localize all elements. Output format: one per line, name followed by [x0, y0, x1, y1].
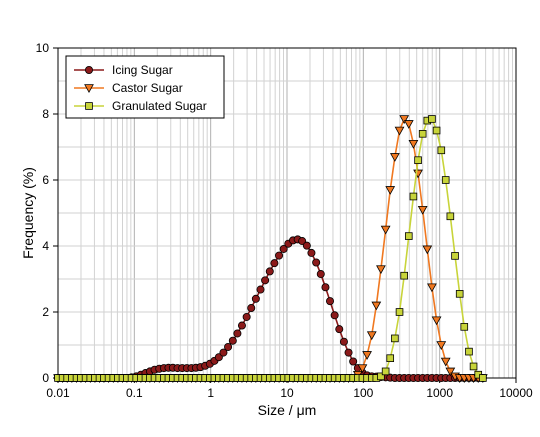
data-point	[381, 367, 390, 376]
data-point	[261, 276, 270, 285]
data-point	[455, 290, 464, 298]
data-point	[242, 312, 251, 321]
data-point	[362, 351, 372, 360]
data-point	[85, 102, 93, 110]
data-point	[422, 245, 433, 255]
data-point	[330, 311, 339, 320]
y-tick-label: 10	[36, 41, 50, 55]
x-tick-label: 1	[207, 386, 214, 400]
data-point	[279, 244, 288, 253]
data-point	[445, 367, 456, 377]
data-point	[349, 357, 358, 366]
data-point	[386, 354, 395, 362]
data-point	[219, 348, 228, 357]
data-point	[237, 321, 246, 330]
x-tick-label: 0.1	[126, 386, 143, 400]
x-axis: 0.01 0.1 1 10 100 1000 10000	[46, 378, 533, 400]
data-point	[344, 348, 353, 357]
data-point	[335, 325, 344, 334]
data-point	[302, 241, 311, 250]
y-tick-label: 4	[42, 239, 49, 253]
legend-entry: Granulated Sugar	[74, 99, 207, 113]
data-point	[256, 285, 265, 294]
data-point	[312, 258, 321, 267]
series-granulated-sugar	[54, 115, 487, 382]
data-point	[479, 374, 487, 382]
y-tick-label: 6	[42, 173, 49, 187]
data-point	[409, 192, 418, 201]
data-point	[390, 153, 400, 162]
data-point	[431, 316, 442, 326]
data-point	[465, 347, 473, 356]
x-axis-title: Size / μm	[258, 402, 317, 418]
x-tick-label: 10	[280, 386, 294, 400]
data-point	[321, 283, 330, 292]
data-point	[427, 283, 437, 293]
data-point	[403, 120, 414, 129]
data-point	[469, 362, 478, 371]
data-point	[251, 294, 260, 303]
legend-label: Icing Sugar	[112, 63, 173, 77]
data-point	[85, 66, 94, 75]
y-axis-title: Frequency (%)	[20, 167, 36, 259]
data-point	[339, 337, 348, 346]
data-point	[357, 364, 368, 374]
data-point	[298, 237, 307, 246]
x-tick-label: 100	[353, 386, 373, 400]
data-point	[391, 334, 399, 343]
x-tick-label: 10000	[499, 386, 533, 400]
data-point	[371, 301, 382, 311]
data-point	[413, 169, 423, 179]
data-point	[440, 357, 451, 367]
data-point	[265, 267, 274, 276]
y-tick-label: 8	[42, 107, 49, 121]
data-point	[441, 176, 450, 184]
x-tick-label: 1000	[426, 386, 453, 400]
data-point	[376, 265, 386, 275]
y-axis: 0 2 4 6 8 10	[36, 41, 58, 385]
data-point	[270, 259, 279, 268]
data-point	[326, 297, 335, 306]
data-point	[394, 126, 405, 136]
legend-label: Castor Sugar	[112, 81, 183, 95]
data-point	[233, 329, 242, 338]
data-point	[432, 126, 441, 135]
legend: Icing Sugar Castor Sugar Granulated Sugar	[65, 55, 225, 119]
x-tick-label: 0.01	[46, 386, 70, 400]
series-layer	[53, 115, 488, 384]
data-point	[408, 139, 419, 149]
data-point	[451, 252, 459, 260]
data-point	[399, 115, 410, 124]
data-point	[380, 225, 391, 235]
data-point	[404, 232, 413, 240]
data-point	[460, 323, 469, 331]
data-point	[395, 308, 404, 316]
data-point	[400, 271, 408, 280]
legend-entry: Castor Sugar	[74, 81, 183, 95]
y-tick-label: 2	[42, 305, 49, 319]
data-point	[428, 115, 436, 123]
data-point	[437, 146, 446, 155]
data-point	[307, 248, 316, 257]
data-point	[84, 84, 94, 94]
data-point	[316, 270, 325, 279]
data-point	[366, 331, 377, 341]
data-point	[377, 372, 385, 381]
data-point	[446, 212, 455, 221]
data-point	[417, 205, 428, 215]
data-point	[224, 342, 233, 351]
data-point	[436, 341, 447, 351]
data-point	[228, 336, 237, 345]
data-point	[418, 129, 427, 138]
data-point	[385, 186, 396, 195]
legend-entry: Icing Sugar	[74, 63, 173, 77]
data-point	[414, 156, 422, 165]
data-point	[247, 304, 256, 313]
y-tick-label: 0	[42, 371, 49, 385]
legend-label: Granulated Sugar	[112, 99, 207, 113]
data-point	[275, 251, 284, 260]
